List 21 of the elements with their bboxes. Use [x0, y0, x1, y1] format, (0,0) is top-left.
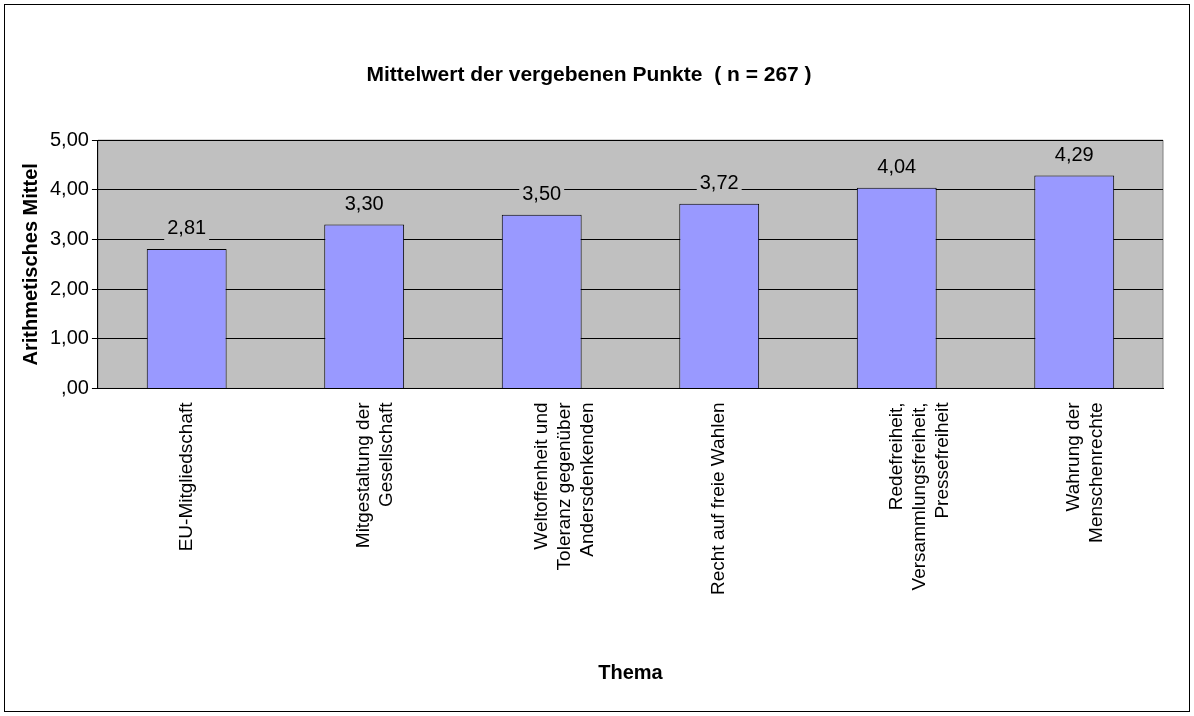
- x-tick-label: Wahrung der Menschenrechte: [1062, 401, 1107, 543]
- y-tick-label: 3,00: [49, 227, 89, 250]
- data-label: 4,04: [877, 155, 917, 178]
- x-tick-label: Mitgestaltung der Gesellschaft: [352, 401, 397, 549]
- x-tick-label: Recht auf freie Wahlen: [707, 402, 729, 595]
- x-tick-label: EU-Mitgliedschaft: [174, 401, 196, 552]
- data-label: 3,50: [522, 182, 562, 205]
- chart-title: Mittelwert der vergebenen Punkte ( n = 267 ): [366, 62, 812, 86]
- y-tick-label: 1,00: [49, 326, 89, 349]
- data-label: 4,29: [1054, 142, 1094, 165]
- y-tick-label: 5,00: [49, 127, 89, 150]
- data-label: 3,72: [699, 171, 739, 194]
- y-tick-label: ,00: [61, 375, 89, 398]
- x-axis-title: Thema: [598, 660, 664, 683]
- y-axis-title: Arithmetisches Mittel: [18, 163, 41, 366]
- data-label: 2,81: [167, 216, 207, 239]
- y-tick-label: 4,00: [49, 177, 89, 200]
- data-label: 3,30: [344, 192, 384, 215]
- x-tick-label: Redefreiheit, Versammlungsfreiheit, Pressefreiheit: [884, 401, 952, 591]
- y-tick-label: 2,00: [49, 276, 89, 299]
- x-tick-label: Weltoffenheit und Toleranz gegenüber Andersdenkenden: [529, 401, 597, 571]
